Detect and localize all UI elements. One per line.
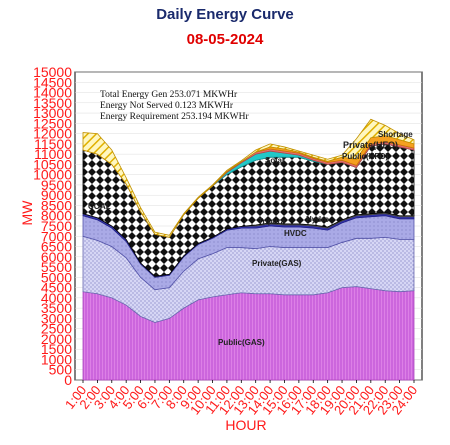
y-tick-label: 3000 xyxy=(41,310,72,326)
y-tick-label: 6500 xyxy=(41,239,72,255)
x-axis-ticks: 1:002:003:004:005:006:007:008:009:0010:0… xyxy=(62,380,420,417)
y-tick-label: 8500 xyxy=(41,197,72,213)
y-tick-label: 3500 xyxy=(41,300,72,316)
y-tick-label: 9500 xyxy=(41,177,72,193)
y-axis-title: MW xyxy=(19,200,35,226)
series-label-tripura: Tripura xyxy=(258,217,286,226)
series-areas xyxy=(82,118,415,381)
series-label-coal: COAL xyxy=(88,202,111,211)
y-tick-label: 15000 xyxy=(33,64,72,80)
annotation-requirement: Energy Requirement 253.194 MKWHr xyxy=(100,112,249,122)
y-tick-label: 13000 xyxy=(33,105,72,121)
y-tick-label: 6000 xyxy=(41,249,72,265)
y-tick-label: 4500 xyxy=(41,280,72,296)
series-label-private-gas: Private(GAS) xyxy=(252,259,302,268)
y-tick-label: 2500 xyxy=(41,321,72,337)
y-tick-label: 13500 xyxy=(33,95,72,111)
y-tick-label: 0 xyxy=(64,372,72,388)
y-tick-label: 8000 xyxy=(41,208,72,224)
y-tick-label: 14500 xyxy=(33,74,72,90)
y-tick-label: 10500 xyxy=(33,156,72,172)
y-tick-label: 14000 xyxy=(33,85,72,101)
series-area-shortage xyxy=(82,118,415,238)
series-label-private-hfo: Private(HFO) xyxy=(343,140,398,150)
y-tick-label: 10000 xyxy=(33,167,72,183)
y-tick-label: 7000 xyxy=(41,228,72,244)
annotation-not-served: Energy Not Served 0.123 MKWHr xyxy=(100,101,234,111)
y-tick-label: 7500 xyxy=(41,218,72,234)
annotation-total-gen: Total Energy Gen 253.071 MKWHr xyxy=(100,90,238,100)
x-axis-title: HOUR xyxy=(225,417,266,433)
series-label-hydro: Hydro xyxy=(306,215,329,224)
series-label-hvdc: HVDC xyxy=(284,229,307,238)
y-tick-label: 12500 xyxy=(33,115,72,131)
y-axis-ticks: 0500100015002000250030003500400045005000… xyxy=(33,64,72,388)
y-tick-label: 11500 xyxy=(34,136,72,152)
chart-title: Daily Energy Curve xyxy=(156,6,294,23)
y-tick-label: 9000 xyxy=(41,187,72,203)
y-tick-label: 500 xyxy=(49,362,73,378)
y-tick-label: 1000 xyxy=(41,351,72,367)
series-label-solar: Solar xyxy=(265,156,285,165)
y-tick-label: 5500 xyxy=(41,259,72,275)
y-tick-label: 2000 xyxy=(41,331,72,347)
y-tick-label: 12000 xyxy=(33,126,72,142)
y-tick-label: 4000 xyxy=(41,290,72,306)
series-label-public-hfo: Public(HFO) xyxy=(342,152,389,161)
series-label-public-gas: Public(GAS) xyxy=(218,338,265,347)
y-tick-label: 11000 xyxy=(34,146,72,162)
y-tick-label: 1500 xyxy=(41,341,72,357)
series-label-shortage: Shortage xyxy=(378,130,413,139)
chart-subtitle: 08-05-2024 xyxy=(186,31,264,48)
y-tick-label: 5000 xyxy=(41,269,72,285)
